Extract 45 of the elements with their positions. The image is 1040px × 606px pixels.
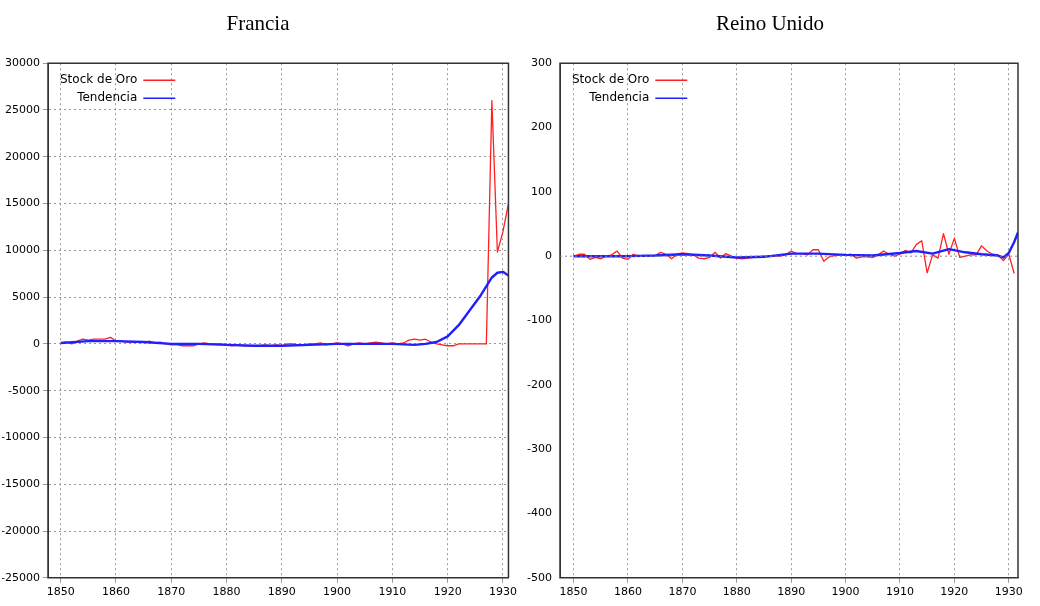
- y-tick-label: 300: [531, 56, 552, 70]
- y-tick-label: 15000: [5, 196, 40, 210]
- y-tick-label: -400: [527, 506, 552, 520]
- x-tick-label: 1920: [940, 585, 969, 599]
- y-tick-label: -20000: [1, 523, 40, 537]
- x-tick-label: 1900: [323, 585, 352, 599]
- y-tick-label: 30000: [5, 56, 40, 70]
- x-tick-label: 1860: [101, 585, 130, 599]
- y-tick-label: 20000: [5, 149, 40, 163]
- chart-title: Francia: [226, 11, 291, 36]
- chart-title: Reino Unido: [716, 11, 824, 36]
- x-tick-label: 1880: [212, 585, 241, 599]
- legend-label: Stock de Oro: [60, 72, 138, 87]
- y-tick-label: 5000: [12, 289, 40, 303]
- x-tick-label: 1930: [994, 585, 1023, 599]
- x-tick-label: 1870: [157, 585, 186, 599]
- y-tick-label: -500: [527, 570, 552, 584]
- x-tick-label: 1880: [722, 585, 751, 599]
- x-tick-label: 1850: [46, 585, 75, 599]
- y-tick-label: -5000: [8, 383, 40, 397]
- x-tick-label: 1900: [831, 585, 860, 599]
- x-tick-label: 1890: [267, 585, 296, 599]
- x-tick-label: 1930: [488, 585, 517, 599]
- y-tick-label: 200: [531, 120, 552, 134]
- x-tick-label: 1860: [613, 585, 642, 599]
- x-tick-label: 1910: [378, 585, 407, 599]
- y-tick-label: 0: [545, 249, 552, 263]
- x-tick-label: 1850: [559, 585, 588, 599]
- y-tick-label: -300: [527, 442, 552, 456]
- legend-label: Tendencia: [588, 90, 650, 105]
- y-tick-label: -100: [527, 313, 552, 327]
- y-tick-label: 10000: [5, 243, 40, 257]
- x-tick-label: 1890: [777, 585, 806, 599]
- x-tick-label: 1870: [668, 585, 697, 599]
- y-tick-label: 100: [531, 184, 552, 198]
- y-tick-label: -200: [527, 377, 552, 391]
- legend-label: Stock de Oro: [572, 72, 650, 87]
- y-tick-label: -25000: [1, 570, 40, 584]
- x-tick-label: 1910: [885, 585, 914, 599]
- y-tick-label: -15000: [1, 477, 40, 491]
- x-tick-label: 1920: [433, 585, 462, 599]
- legend-label: Tendencia: [76, 90, 138, 105]
- y-tick-label: -10000: [1, 430, 40, 444]
- y-tick-label: 25000: [5, 102, 40, 116]
- y-tick-label: 0: [33, 336, 40, 350]
